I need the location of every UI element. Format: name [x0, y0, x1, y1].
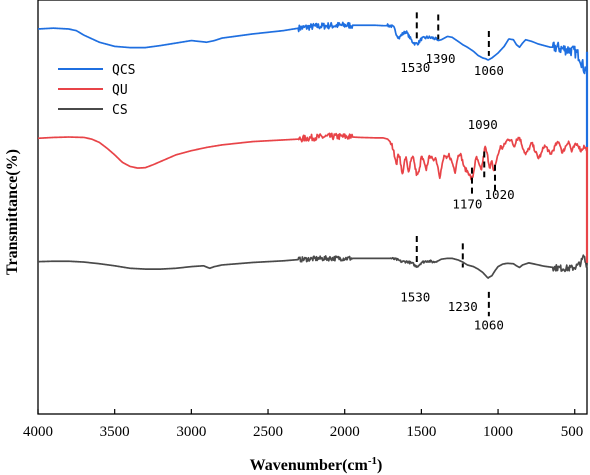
- x-tick-label: 2000: [330, 424, 360, 440]
- peak-label: 1530: [400, 60, 430, 75]
- x-tick-label: 1500: [406, 424, 436, 440]
- x-tick-label: 1000: [483, 424, 513, 440]
- peak-label: 1060: [474, 318, 504, 333]
- peak-label: 1390: [425, 51, 455, 66]
- series-line-qcs: [37, 21, 588, 75]
- legend-label: CS: [112, 103, 128, 118]
- peak-label: 1020: [485, 187, 515, 202]
- series-line-qu: [37, 132, 588, 181]
- peak-label: 1060: [474, 63, 504, 78]
- x-tick-label: 3500: [100, 424, 130, 440]
- legend-label: QU: [112, 83, 128, 98]
- peak-label: 1530: [400, 289, 430, 304]
- x-tick-label: 4000: [23, 424, 53, 440]
- series-line-cs: [37, 254, 588, 279]
- peak-label: 1090: [468, 117, 498, 132]
- x-tick-label: 2500: [253, 424, 283, 440]
- x-axis-ticks: 4000 3500 3000 2500 2000 1500 1000 500: [23, 409, 583, 440]
- series-layer: [37, 21, 589, 279]
- legend-label: QCS: [112, 63, 135, 78]
- x-axis-title: Wavenumber(cm-1): [250, 455, 383, 474]
- x-tick-label: 3000: [176, 424, 206, 440]
- peak-label: 1230: [448, 299, 478, 314]
- peak-label: 1170: [452, 197, 482, 212]
- x-tick-label: 500: [561, 424, 584, 440]
- y-axis-title: Transmittance(%): [4, 149, 21, 275]
- legend: QCS QU CS: [58, 63, 135, 118]
